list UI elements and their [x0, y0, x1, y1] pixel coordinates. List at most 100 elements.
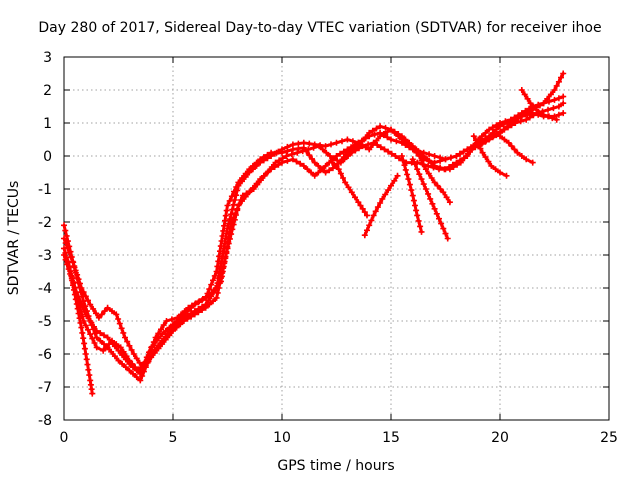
data-point — [75, 310, 82, 317]
data-point — [300, 162, 307, 169]
data-point — [489, 124, 496, 131]
series-branch7 — [470, 133, 510, 179]
data-point — [533, 106, 540, 113]
data-point — [392, 153, 399, 159]
data-point — [418, 228, 425, 235]
data-point — [355, 139, 362, 146]
data-point — [120, 348, 127, 355]
data-point — [221, 222, 228, 229]
data-point — [348, 149, 355, 156]
data-point — [306, 140, 313, 147]
y-tick-label: -3 — [38, 248, 52, 264]
data-point — [437, 186, 444, 192]
data-point — [264, 169, 271, 176]
data-point — [332, 162, 339, 169]
data-point — [166, 324, 173, 331]
data-point — [428, 175, 435, 181]
data-point — [218, 275, 224, 282]
data-point — [351, 142, 358, 148]
data-point — [62, 227, 69, 234]
data-point — [431, 205, 438, 212]
data-point — [382, 124, 389, 131]
data-point — [319, 166, 325, 173]
data-point — [195, 309, 202, 316]
data-point — [79, 329, 86, 336]
data-point — [108, 338, 115, 345]
data-point — [473, 137, 479, 144]
data-point — [364, 212, 370, 219]
data-point — [216, 253, 223, 260]
data-point — [140, 366, 146, 373]
data-point — [93, 334, 100, 341]
data-point — [181, 308, 188, 315]
data-point — [388, 136, 394, 143]
data-point — [335, 166, 342, 173]
series-branch4 — [398, 153, 425, 235]
data-point — [108, 348, 115, 355]
data-point — [560, 93, 567, 100]
data-point — [231, 188, 237, 195]
data-point — [526, 114, 533, 121]
data-point — [431, 153, 438, 159]
y-tick-label: -5 — [38, 314, 52, 330]
data-point — [133, 367, 140, 374]
data-point — [308, 169, 315, 176]
data-point — [126, 342, 133, 349]
data-point — [326, 167, 333, 174]
data-point — [388, 150, 395, 157]
data-point — [405, 176, 412, 183]
data-point — [103, 344, 110, 351]
data-point — [85, 315, 92, 322]
data-point — [229, 226, 236, 233]
data-point — [246, 166, 253, 173]
data-point — [382, 191, 389, 198]
data-point — [361, 232, 368, 239]
data-point — [475, 141, 482, 148]
data-point — [97, 330, 104, 337]
y-tick-label: 1 — [43, 116, 52, 132]
data-point — [203, 293, 210, 300]
data-point — [344, 136, 351, 143]
data-point — [374, 142, 381, 148]
data-point — [268, 166, 275, 173]
data-point — [540, 111, 547, 118]
data-point — [93, 344, 100, 351]
data-point — [417, 223, 424, 230]
data-point — [82, 322, 89, 329]
data-point — [72, 296, 79, 303]
data-point — [73, 301, 80, 307]
data-point — [348, 189, 355, 196]
data-point — [231, 197, 238, 203]
data-point — [230, 221, 237, 228]
data-point — [74, 271, 81, 278]
data-point — [333, 153, 340, 159]
data-point — [342, 179, 349, 186]
data-point — [155, 345, 162, 352]
data-point — [409, 156, 416, 163]
data-point — [551, 96, 558, 103]
data-point — [81, 307, 87, 313]
data-point — [322, 162, 329, 169]
data-point — [501, 126, 508, 133]
data-point — [279, 149, 285, 156]
data-point — [202, 304, 209, 311]
data-point — [377, 200, 384, 206]
data-point — [233, 184, 240, 190]
data-point — [366, 146, 373, 153]
data-point — [511, 114, 518, 121]
data-point — [418, 157, 425, 164]
data-point — [234, 207, 241, 214]
data-point — [385, 187, 392, 194]
data-point — [192, 300, 199, 307]
data-point — [223, 250, 230, 257]
data-point — [337, 150, 344, 157]
y-axis-label: SDTVAR / TECUs — [6, 181, 22, 296]
data-point — [80, 335, 87, 342]
data-point — [77, 319, 84, 326]
data-point — [68, 272, 75, 279]
data-point — [398, 153, 405, 159]
data-point — [95, 314, 102, 321]
data-point — [416, 171, 423, 178]
data-point — [85, 297, 91, 304]
data-point — [328, 141, 334, 148]
